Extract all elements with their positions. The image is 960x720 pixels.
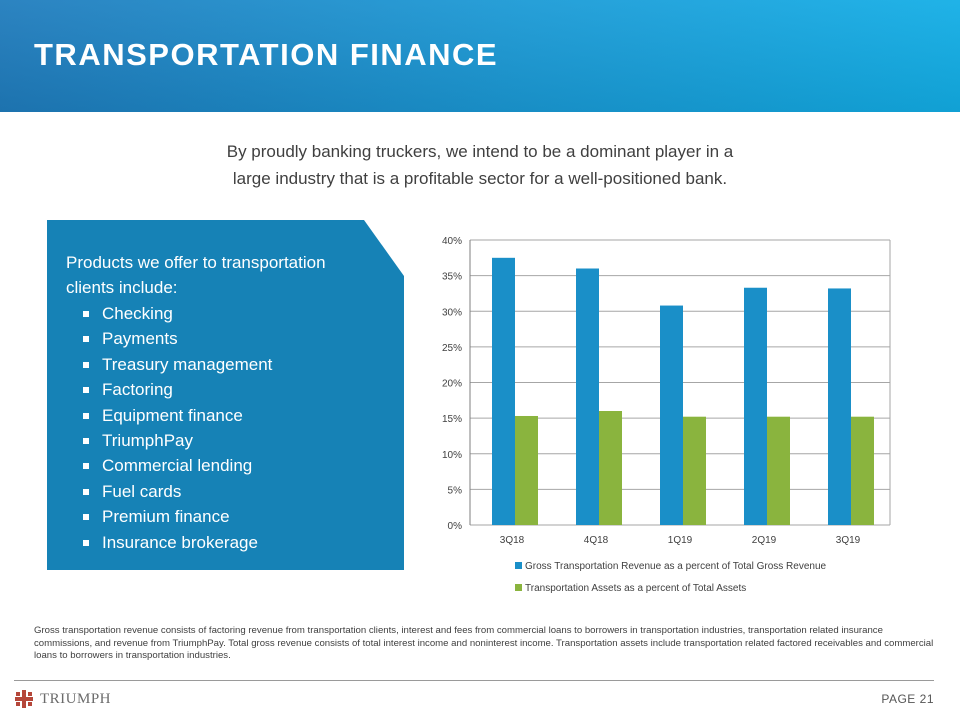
bar-series-1 (828, 288, 851, 525)
bar-series-2 (683, 416, 706, 525)
square-bullet-icon (83, 463, 89, 470)
y-tick-label: 30% (442, 307, 462, 318)
square-bullet-icon (83, 539, 89, 546)
list-item-label: TriumphPay (102, 431, 194, 451)
bar-series-1 (576, 268, 599, 525)
list-item-label: Commercial lending (102, 456, 253, 476)
list-item: Equipment finance (66, 403, 272, 428)
square-bullet-icon (83, 438, 89, 445)
square-bullet-icon (83, 488, 89, 495)
list-item-label: Payments (102, 329, 178, 349)
header-banner: TRANSPORTATION FINANCE (0, 0, 960, 112)
intro-line-2: large industry that is a profitable sect… (232, 169, 728, 188)
legend-label: Transportation Assets as a percent of To… (525, 583, 746, 594)
bar-series-1 (660, 305, 683, 525)
list-item: Premium finance (66, 504, 272, 529)
banner-shade (0, 0, 960, 112)
y-tick-label: 35% (442, 272, 462, 283)
list-item-label: Insurance brokerage (102, 532, 258, 552)
legend-swatch (515, 584, 522, 591)
legend-label: Gross Transportation Revenue as a percen… (525, 561, 827, 572)
list-item-label: Treasury management (102, 354, 273, 374)
intro-line-1: By proudly banking truckers, we intend t… (226, 142, 734, 161)
x-tick-label: 2Q19 (752, 535, 777, 546)
list-item-label: Checking (102, 304, 173, 323)
list-item: Checking (66, 301, 272, 326)
list-item: Treasury management (66, 352, 272, 377)
square-bullet-icon (83, 514, 89, 521)
x-tick-label: 4Q18 (584, 535, 609, 546)
footer-divider (14, 680, 934, 681)
list-item: Factoring (66, 377, 272, 402)
products-list: Checking Payments Treasury management Fa… (66, 301, 272, 555)
y-tick-label: 40% (442, 236, 462, 247)
y-tick-label: 0% (448, 521, 463, 532)
list-item-label: Fuel cards (102, 481, 182, 501)
legend-swatch (515, 562, 522, 569)
page-number: PAGE 21 (881, 692, 934, 706)
list-item: Payments (66, 326, 272, 351)
list-item-label: Premium finance (102, 507, 230, 527)
list-item-label: Factoring (102, 380, 173, 400)
bar-series-2 (515, 415, 538, 525)
square-bullet-icon (83, 311, 89, 317)
square-bullet-icon (83, 387, 89, 394)
square-bullet-icon (83, 412, 89, 419)
list-item-label: Equipment finance (102, 405, 243, 425)
triumph-logo: TRIUMPH (14, 688, 111, 710)
bar-chart: 0% 5% 10% 15% 20% 25% 30% 35% 40% 3Q18 4Q18 1Q19 2Q1… (442, 236, 891, 594)
y-tick-label: 25% (442, 343, 462, 354)
list-item: Insurance brokerage (66, 530, 272, 555)
intro-statement: By proudly banking truckers, we intend t… (160, 138, 800, 192)
square-bullet-icon (83, 336, 89, 343)
x-tick-label: 3Q19 (836, 535, 861, 546)
logo-wordmark: TRIUMPH (40, 690, 112, 707)
list-item: TriumphPay (66, 428, 272, 453)
footnote: Gross transportation revenue consists of… (34, 625, 934, 662)
x-tick-label: 3Q18 (500, 535, 525, 546)
x-tick-label: 1Q19 (668, 535, 693, 546)
bar-series-2 (851, 416, 874, 525)
list-item: Commercial lending (66, 453, 272, 478)
bar-series-1 (744, 287, 767, 525)
y-tick-label: 5% (448, 485, 463, 496)
y-tick-label: 15% (442, 414, 462, 425)
bar-series-2 (767, 416, 790, 525)
bar-series-2 (599, 411, 622, 525)
square-bullet-icon (83, 361, 89, 368)
triumph-cross-icon (15, 690, 33, 708)
y-tick-label: 10% (442, 450, 462, 461)
products-panel: Products we offer to transportation clie… (47, 220, 404, 570)
list-item: Fuel cards (66, 479, 272, 504)
bar-series-1 (492, 257, 515, 525)
page-title: TRANSPORTATION FINANCE (34, 37, 499, 72)
products-heading: Products we offer to transportation clie… (66, 253, 326, 297)
y-tick-label: 20% (442, 379, 462, 390)
